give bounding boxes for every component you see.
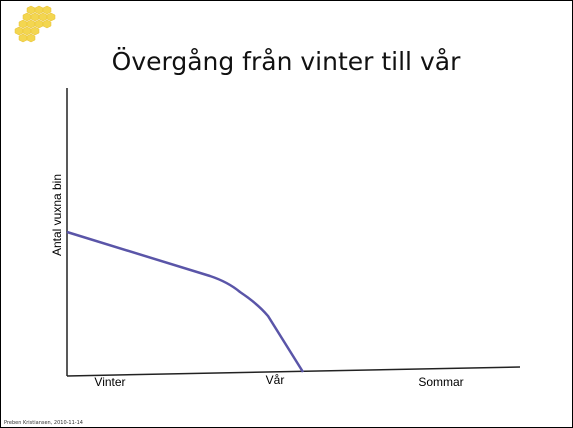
slide-title: Övergång från vinter till vår xyxy=(112,47,461,76)
x-label: Vår xyxy=(266,373,285,387)
honeycomb-logo xyxy=(14,5,56,43)
curve xyxy=(66,230,305,373)
x-label: Sommar xyxy=(418,375,463,389)
x-axis xyxy=(66,366,521,377)
x-label: Vinter xyxy=(94,375,125,389)
footer: Preben Kristiansen, 2010-11-14 xyxy=(4,420,83,426)
y-axis-label: Antal vuxna bin xyxy=(50,174,64,256)
